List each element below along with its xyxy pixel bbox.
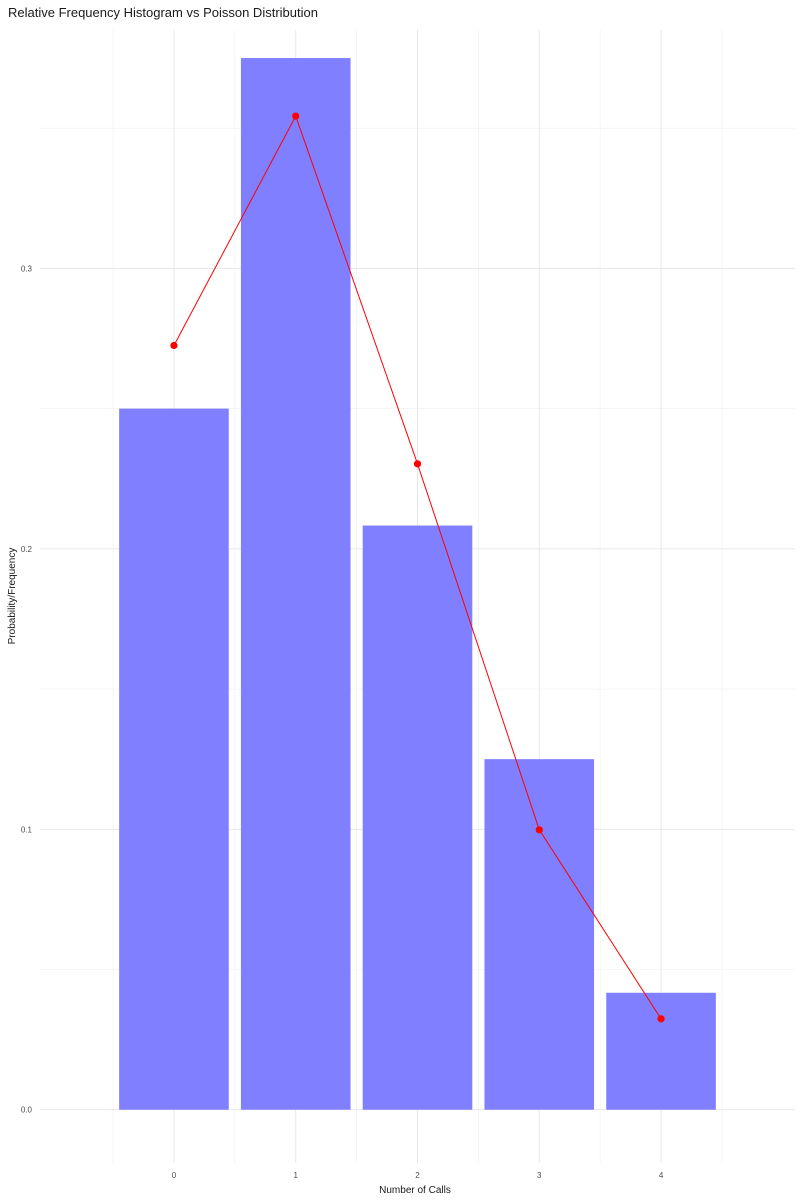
poisson-point <box>657 1015 665 1023</box>
y-tick-label: 0.0 <box>21 1106 33 1115</box>
histogram-bar <box>484 759 595 1110</box>
x-tick-label: 2 <box>415 1171 420 1180</box>
x-tick-label: 3 <box>537 1171 542 1180</box>
x-axis-title: Number of Calls <box>379 1185 451 1196</box>
chart-title: Relative Frequency Histogram vs Poisson … <box>8 5 318 20</box>
x-tick-label: 4 <box>659 1171 664 1180</box>
histogram-bar <box>362 525 473 1110</box>
histogram-bar <box>119 408 229 1110</box>
y-tick-label: 0.3 <box>21 264 33 273</box>
poisson-point <box>292 112 300 120</box>
poisson-point <box>170 341 178 350</box>
histogram-bar <box>606 992 716 1110</box>
x-tick-label: 0 <box>172 1171 177 1180</box>
poisson-point <box>413 460 422 468</box>
histogram-bars <box>119 58 716 1110</box>
x-tick-label: 1 <box>293 1171 298 1180</box>
y-tick-label: 0.2 <box>21 545 33 554</box>
y-tick-label: 0.1 <box>21 825 33 834</box>
poisson-line <box>170 112 665 1023</box>
histogram-bar <box>240 58 351 1110</box>
tick-labels: 0 1 2 3 4 0.0 0.1 0.2 0.3 <box>21 264 664 1180</box>
y-axis-title: Probability/Frequency <box>7 548 18 645</box>
poisson-point <box>535 826 543 834</box>
